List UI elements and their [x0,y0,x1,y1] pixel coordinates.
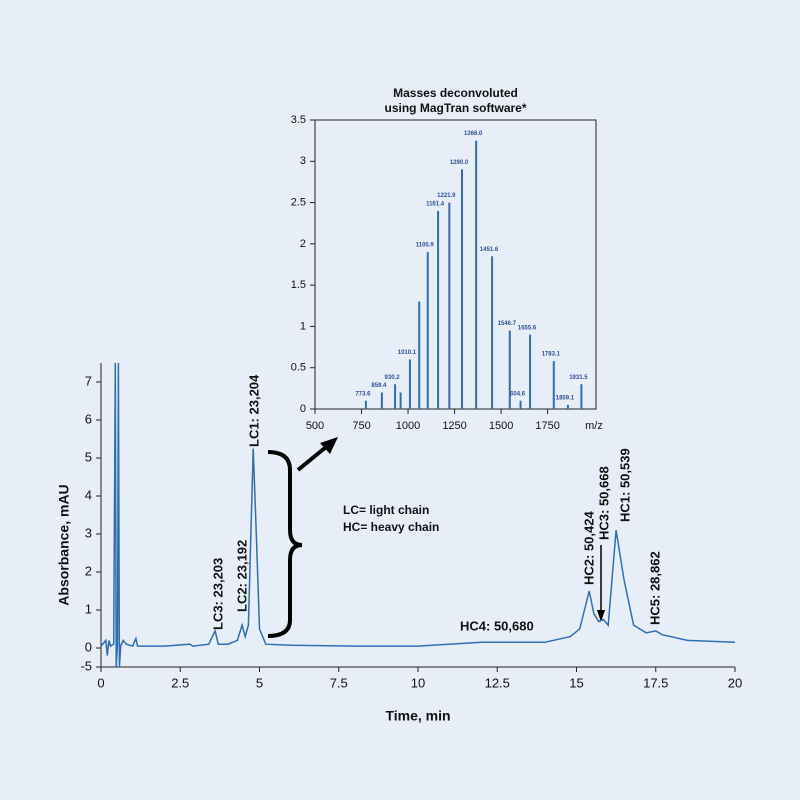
y-axis-label: Absorbance, mAU [56,484,72,605]
peak-label: 1161.4 [426,201,445,207]
x-tick-label: 1250 [442,420,466,432]
x-tick-label: 2.5 [171,675,189,690]
peak-label: 859.4 [371,383,387,389]
annotation: LC3: 23,203 [210,558,225,630]
x-tick-label: 5 [256,675,263,690]
annotation: HC4: 50,680 [460,618,534,633]
y-tick-label: 2 [85,563,92,578]
peak-label: 1221.9 [437,193,456,199]
chromatogram-line [100,362,736,668]
peak-label: 604.6 [510,391,526,397]
x-tick-label: 10 [411,675,425,690]
peak-label: 1655.6 [518,325,537,331]
annotation: HC1: 50,539 [617,448,632,522]
annotation: HC3: 50,668 [596,466,611,540]
x-tick-label: 17.5 [643,675,668,690]
peak-label: 1931.5 [569,375,588,381]
inset-title: Masses deconvoluted [393,86,518,100]
annotation: HC2: 50,424 [581,511,596,585]
y-tick-label: 3.5 [291,114,306,126]
peak-label: 1105.9 [416,243,435,249]
y-tick-label: 2 [300,238,306,250]
peak-label: 1451.6 [480,247,499,253]
peak-label: 1859.1 [556,395,575,401]
x-tick-label: 20 [728,675,742,690]
x-tick-label: 1500 [489,420,513,432]
y-tick-label: 7 [85,373,92,388]
x-tick-label: 7.5 [330,675,348,690]
peak-label: 930.2 [385,375,401,381]
peak-label: 773.6 [355,391,371,397]
x-tick-label: 1000 [396,420,420,432]
peak-label: 1783.1 [542,352,561,358]
peak-label: 1290.0 [450,160,469,166]
peak-label: 1010.1 [398,350,417,356]
annotation: LC= light chain [343,503,429,517]
peak-label: 1366.0 [464,131,483,137]
x-tick-label: 0 [97,675,104,690]
x-tick-label: 12.5 [485,675,510,690]
annotation: LC2: 23,192 [234,540,249,612]
annotation: HC= heavy chain [343,520,439,534]
peak-label: 1546.7 [498,321,517,327]
y-tick-label: 0.5 [291,362,306,374]
plot-frame [314,119,597,410]
y-tick-label: 2.5 [291,196,306,208]
y-tick-label: 1 [85,601,92,616]
inset-title: using MagTran software* [384,101,526,115]
y-tick-label: 5 [85,449,92,464]
y-tick-label: -5 [80,658,92,673]
y-tick-label: 1 [300,320,306,332]
arrow-head [597,610,605,622]
x-tick-label: 500 [306,420,324,432]
y-tick-label: 3 [85,525,92,540]
y-tick-label: 1.5 [291,279,306,291]
y-tick-label: 4 [85,487,92,502]
y-tick-label: 6 [85,411,92,426]
x-tick-label: 750 [352,420,370,432]
x-tick-label: 15 [569,675,583,690]
annotation: LC1: 23,204 [246,374,261,447]
y-tick-label: 0 [300,403,306,415]
arrow-head [320,437,338,454]
y-tick-label: 0 [85,639,92,654]
annotation: HC5: 28,862 [647,551,662,625]
x-tick-label: 1750 [535,420,559,432]
x-axis-label: Time, min [385,708,450,724]
y-tick-label: 3 [300,155,306,167]
x-axis-label: m/z [585,420,603,432]
brace [267,450,303,638]
arrow [296,445,328,472]
